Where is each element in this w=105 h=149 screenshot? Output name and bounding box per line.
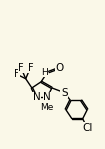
Text: Me: Me	[41, 103, 54, 112]
Text: F: F	[14, 69, 19, 79]
Text: N: N	[33, 92, 40, 102]
Text: Cl: Cl	[82, 123, 93, 133]
Text: O: O	[55, 63, 64, 73]
Text: F: F	[18, 63, 24, 73]
Text: H: H	[41, 68, 48, 77]
Text: F: F	[28, 63, 33, 73]
Text: S: S	[61, 88, 68, 98]
Text: N: N	[43, 92, 51, 102]
